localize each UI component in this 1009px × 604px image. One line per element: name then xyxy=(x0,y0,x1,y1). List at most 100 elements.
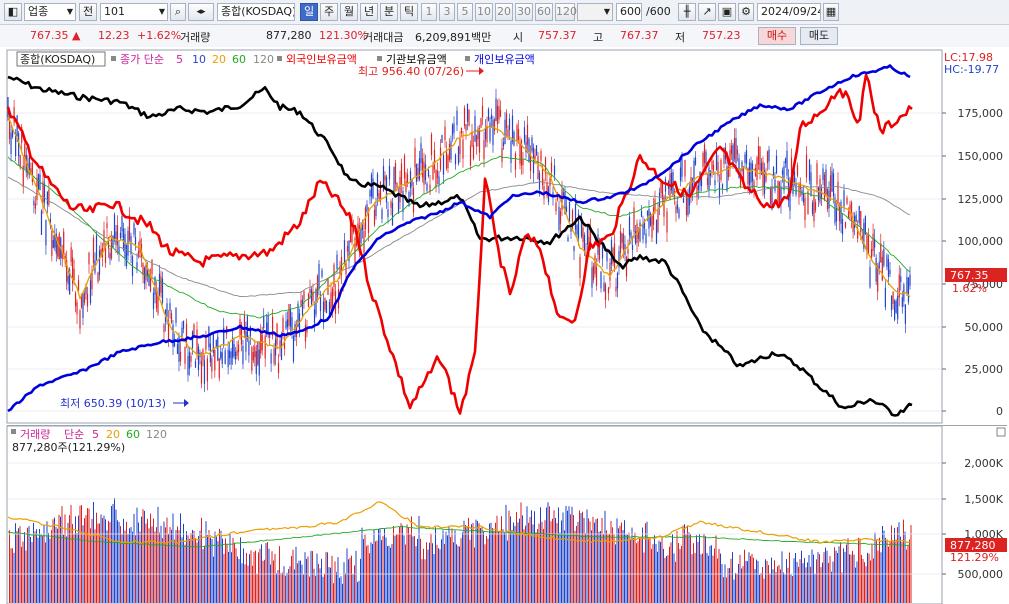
interval-120[interactable]: 120 xyxy=(555,3,577,21)
volume-bar xyxy=(99,523,100,603)
market-select[interactable]: 업종 ▼ xyxy=(24,3,76,21)
candle-body xyxy=(858,206,860,224)
sell-button[interactable]: 매도 xyxy=(800,27,838,45)
candle-body xyxy=(790,157,793,178)
interval-10[interactable]: 10 xyxy=(475,3,493,21)
volume-bar xyxy=(525,525,526,603)
volume-bar xyxy=(547,502,549,603)
candle-body xyxy=(387,209,389,218)
volume-bar xyxy=(709,545,711,603)
candle-body xyxy=(80,293,83,308)
chart-menu-icon[interactable]: ◧ xyxy=(4,3,22,21)
volume-bar xyxy=(628,532,630,603)
interval-custom-select[interactable]: ▼ xyxy=(577,3,613,21)
volume-bar xyxy=(781,551,783,603)
count-input[interactable]: 600 xyxy=(616,3,642,21)
interval-5[interactable]: 5 xyxy=(457,3,473,21)
sound-icon[interactable]: ◂▸ xyxy=(188,3,214,21)
candle-body xyxy=(457,146,460,164)
volume-bar xyxy=(324,573,325,603)
volume-bar xyxy=(88,508,90,603)
buy-button[interactable]: 매수 xyxy=(758,27,796,45)
volume-bar xyxy=(514,526,516,603)
volume-bar xyxy=(796,561,798,603)
volume-bar xyxy=(25,550,27,603)
candle-body xyxy=(781,170,784,175)
volume-bar xyxy=(570,514,571,603)
date-input[interactable]: 2024/09/24 xyxy=(757,3,821,21)
search-icon[interactable]: ⌕ xyxy=(170,3,186,21)
candle-body xyxy=(589,227,592,250)
volume-bar xyxy=(444,543,445,603)
period-day[interactable]: 일 xyxy=(300,3,318,21)
volume-bar xyxy=(702,553,703,603)
volume-bar xyxy=(124,530,126,603)
volume-bar xyxy=(705,536,706,603)
indicator-icon[interactable]: ↗ xyxy=(698,3,716,21)
candle-body xyxy=(553,165,556,176)
interval-3[interactable]: 3 xyxy=(439,3,455,21)
volume-bar xyxy=(882,526,883,603)
volume-bar xyxy=(600,531,601,603)
period-tick[interactable]: 틱 xyxy=(400,3,418,21)
legend-ma-20: 20 xyxy=(212,53,226,66)
candle-body xyxy=(42,181,44,206)
interval-20[interactable]: 20 xyxy=(495,3,513,21)
period-week[interactable]: 주 xyxy=(320,3,338,21)
volume-bar xyxy=(658,540,660,603)
period-year[interactable]: 년 xyxy=(360,3,378,21)
candle-body xyxy=(179,351,182,362)
period-minute[interactable]: 분 xyxy=(380,3,398,21)
volume-bar xyxy=(375,541,376,603)
candle-body xyxy=(895,300,897,313)
candle-body xyxy=(528,139,530,163)
interval-30[interactable]: 30 xyxy=(515,3,533,21)
settings-icon[interactable]: ⚙ xyxy=(738,3,754,21)
calendar-icon[interactable]: ▦ xyxy=(823,3,839,21)
volume-bar xyxy=(696,535,697,603)
candle-body xyxy=(121,215,123,232)
volume-bar xyxy=(246,552,247,603)
volume-bar xyxy=(838,546,840,603)
candle-body xyxy=(460,127,463,134)
candle-body xyxy=(173,342,176,347)
code-input[interactable]: 101 ▼ xyxy=(100,3,168,21)
candle-body xyxy=(684,159,686,177)
volume-bar xyxy=(417,538,418,603)
volume-bar xyxy=(591,530,592,603)
candle-body xyxy=(875,257,877,282)
volume-bar xyxy=(334,561,336,603)
volume-bar xyxy=(480,527,481,603)
candle-body xyxy=(236,350,238,356)
candle-body xyxy=(742,166,745,185)
candle-body xyxy=(872,233,874,251)
candle-body xyxy=(691,178,694,194)
volume-bar xyxy=(393,526,394,603)
volume-bar xyxy=(718,548,720,603)
candle-type-icon[interactable]: ╫ xyxy=(678,3,696,21)
candle-body xyxy=(175,307,177,323)
high-label: 고 xyxy=(593,31,604,44)
candle-body xyxy=(273,348,275,364)
candle-body xyxy=(529,153,532,171)
volume-bar xyxy=(861,554,862,603)
volume-bar xyxy=(451,528,453,603)
scope-button[interactable]: 전 xyxy=(79,3,97,21)
candle-body xyxy=(343,240,346,263)
candle-body xyxy=(230,351,232,365)
save-icon[interactable]: ▣ xyxy=(718,3,736,21)
chart-area[interactable]: 175,000150,000125,000100,00075,00050,000… xyxy=(0,47,1009,604)
interval-60[interactable]: 60 xyxy=(535,3,553,21)
maximize-panel-icon[interactable] xyxy=(996,427,1006,437)
volume-bar xyxy=(147,518,148,603)
period-month[interactable]: 월 xyxy=(340,3,358,21)
volume-bar xyxy=(111,505,112,603)
volume-bar xyxy=(90,528,91,603)
candle-body xyxy=(864,216,866,235)
volume-bar xyxy=(726,577,727,603)
candle-body xyxy=(190,356,192,362)
volume-bar xyxy=(814,574,816,603)
interval-1[interactable]: 1 xyxy=(421,3,437,21)
volume-bar xyxy=(259,548,261,603)
volume-panel-frame xyxy=(6,425,943,604)
